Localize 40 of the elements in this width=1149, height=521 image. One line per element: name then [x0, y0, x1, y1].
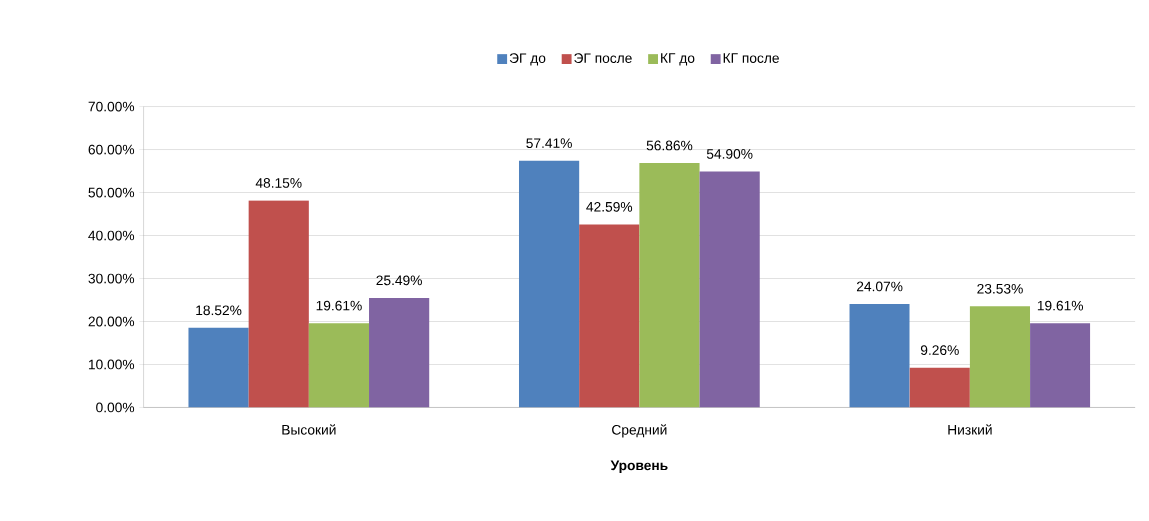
- legend-label: ЭГ до: [509, 53, 546, 66]
- x-axis-title: Уровень: [610, 460, 668, 473]
- bar: [579, 224, 640, 408]
- legend-label: КГ после: [723, 53, 779, 63]
- bar: [639, 163, 700, 408]
- legend-label: ЭГ после: [574, 53, 632, 64]
- y-tick-label: 20.00%: [88, 316, 135, 327]
- y-tick-label: 50.00%: [88, 187, 135, 198]
- bar: [248, 200, 309, 408]
- bar: [308, 323, 370, 408]
- x-tick-label: Низкий: [948, 424, 992, 435]
- data-label: 19.61%: [316, 300, 362, 311]
- x-tick-label: Средний: [612, 424, 667, 438]
- data-label: 25.49%: [376, 275, 422, 286]
- bar: [518, 160, 580, 408]
- y-tick-label: 0.00%: [96, 402, 135, 413]
- x-tick-label: Высокий: [282, 424, 336, 435]
- y-tick-label: 40.00%: [88, 230, 135, 241]
- y-tick-label: 60.00%: [88, 144, 135, 155]
- legend-label: КГ до: [661, 53, 695, 66]
- bar: [849, 304, 910, 408]
- data-label: 23.53%: [977, 283, 1023, 294]
- data-label: 19.61%: [1037, 300, 1084, 311]
- data-label: 42.59%: [586, 201, 633, 212]
- bar: [369, 297, 430, 408]
- y-tick-label: 70.00%: [88, 101, 135, 112]
- data-label: 57.41%: [526, 138, 572, 149]
- bar: [909, 367, 970, 408]
- data-label: 56.86%: [646, 140, 693, 151]
- bar: [1030, 323, 1091, 408]
- bar: [699, 171, 760, 408]
- data-label: 48.15%: [255, 178, 302, 188]
- bar: [969, 306, 1031, 408]
- bar: [188, 327, 249, 408]
- y-tick-label: 10.00%: [88, 359, 135, 370]
- data-label: 18.52%: [196, 305, 242, 316]
- data-label: 9.26%: [920, 345, 959, 356]
- y-tick-label: 30.00%: [88, 273, 135, 284]
- data-label: 24.07%: [856, 281, 903, 292]
- data-label: 54.90%: [706, 149, 753, 159]
